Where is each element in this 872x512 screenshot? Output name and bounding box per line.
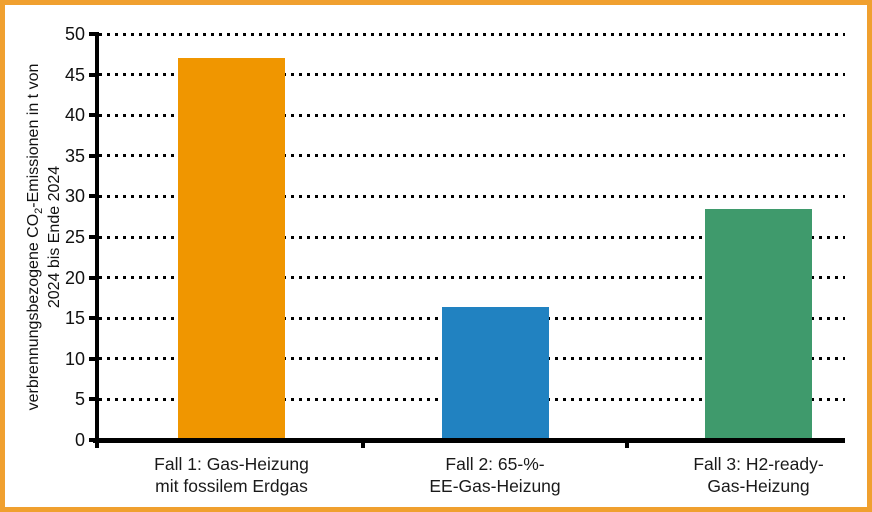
category-label-1-line1: Fall 1: Gas-Heizung	[154, 454, 309, 474]
x-tick-mark-2	[625, 441, 629, 448]
y-tick-mark-35	[89, 153, 99, 158]
y-tick-mark-30	[89, 194, 99, 199]
y-tick-label-30: 30	[64, 186, 85, 207]
y-tick-mark-10	[89, 356, 99, 361]
gridline-25	[99, 235, 845, 239]
y-tick-label-35: 35	[64, 145, 85, 166]
gridline-30	[99, 194, 845, 198]
y-axis-line	[95, 32, 99, 448]
gridline-50	[99, 32, 845, 36]
gridline-35	[99, 154, 845, 158]
y-tick-mark-45	[89, 72, 99, 77]
bar-1	[178, 58, 285, 440]
category-label-1: Fall 1: Gas-Heizung mit fossilem Erdgas	[82, 453, 382, 497]
gridline-20	[99, 276, 845, 280]
gridline-45	[99, 73, 845, 77]
y-tick-label-50: 50	[64, 24, 85, 44]
y-tick-label-10: 10	[64, 348, 85, 369]
y-tick-mark-5	[89, 397, 99, 402]
x-axis-line	[93, 438, 845, 443]
y-tick-mark-15	[89, 316, 99, 321]
category-label-3: Fall 3: H2-ready- Gas-Heizung	[609, 453, 868, 497]
x-tick-mark-1	[361, 441, 365, 448]
y-tick-label-15: 15	[64, 308, 85, 329]
category-label-2-line2: EE-Gas-Heizung	[429, 476, 561, 496]
y-tick-mark-50	[89, 32, 99, 36]
category-label-2: Fall 2: 65-%- EE-Gas-Heizung	[345, 453, 645, 497]
y-tick-mark-40	[89, 113, 99, 118]
y-tick-label-0: 0	[74, 430, 85, 450]
y-tick-mark-0	[89, 438, 99, 442]
y-tick-label-5: 5	[74, 389, 85, 410]
y-tick-label-20: 20	[64, 267, 85, 288]
y-tick-mark-25	[89, 235, 99, 239]
category-label-1-line2: mit fossilem Erdgas	[155, 476, 308, 496]
category-label-3-line2: Gas-Heizung	[707, 476, 810, 496]
y-tick-label-25: 25	[64, 227, 85, 247]
category-label-2-line1: Fall 2: 65-%-	[445, 454, 545, 474]
y-tick-label-45: 45	[64, 64, 85, 85]
category-label-3-line1: Fall 3: H2-ready-	[693, 454, 824, 474]
gridline-40	[99, 113, 845, 117]
y-tick-mark-20	[89, 275, 99, 280]
plot-area: verbrennungsbezogene CO2-Emissionen in t…	[5, 5, 867, 507]
bar-3	[705, 209, 812, 440]
bar-2	[441, 306, 549, 440]
y-tick-label-40: 40	[64, 105, 85, 126]
